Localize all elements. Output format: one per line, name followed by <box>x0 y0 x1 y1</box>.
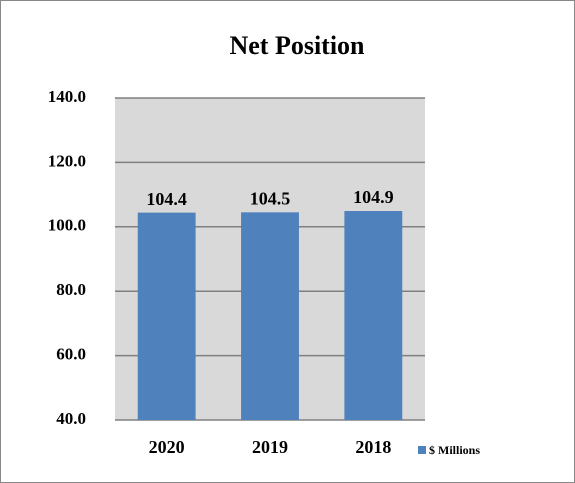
data-label: 104.9 <box>353 187 394 207</box>
data-label: 104.5 <box>250 188 291 208</box>
legend-swatch <box>418 446 426 454</box>
y-tick-label: 100.0 <box>48 216 86 235</box>
x-tick-label: 2018 <box>355 437 391 457</box>
data-label: 104.4 <box>146 189 187 209</box>
y-tick-label: 40.0 <box>56 409 86 428</box>
bar <box>344 211 403 420</box>
legend-label: $ Millions <box>429 443 480 457</box>
bar <box>241 212 299 420</box>
y-tick-label: 60.0 <box>56 345 86 364</box>
chart-title: Net Position <box>229 31 365 60</box>
y-tick-label: 140.0 <box>48 87 86 106</box>
x-tick-label: 2020 <box>149 437 185 457</box>
bar <box>137 212 196 420</box>
y-tick-label: 120.0 <box>48 151 86 170</box>
x-tick-label: 2019 <box>252 437 288 457</box>
y-tick-label: 80.0 <box>56 280 86 299</box>
